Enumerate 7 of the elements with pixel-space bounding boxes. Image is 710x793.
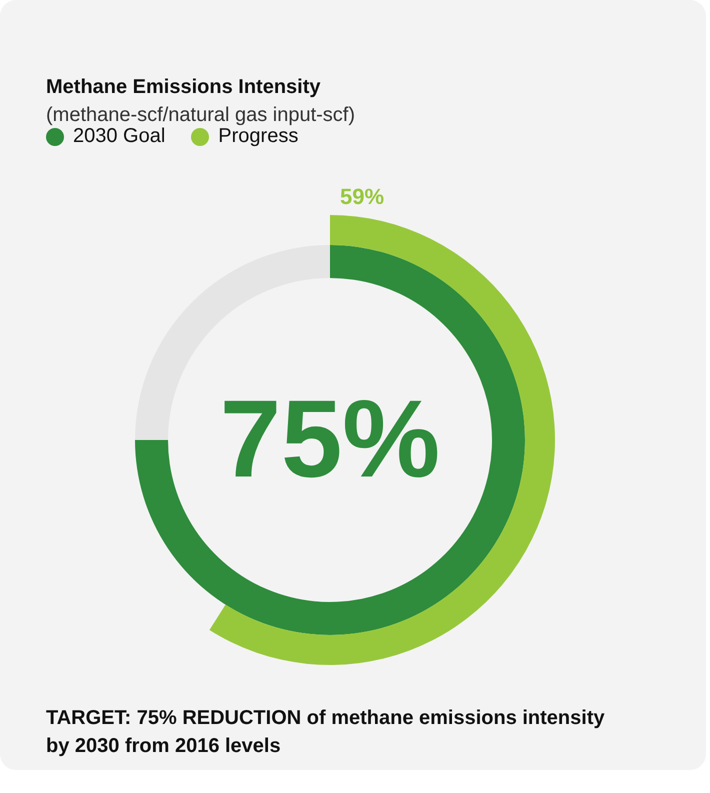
chart-title: Methane Emissions Intensity (46, 76, 321, 99)
data-label: 75% (220, 377, 440, 500)
data-label: 59% (340, 184, 384, 210)
legend-label: Progress (218, 125, 298, 148)
text: TARGET: 75% REDUCTION of methane emissions intensity by 2030 from 2016 levels (46, 706, 606, 759)
chart-subtitle: (methane-scf/natural gas input-scf) (46, 104, 356, 127)
legend-label: 2030 Goal (73, 125, 166, 148)
